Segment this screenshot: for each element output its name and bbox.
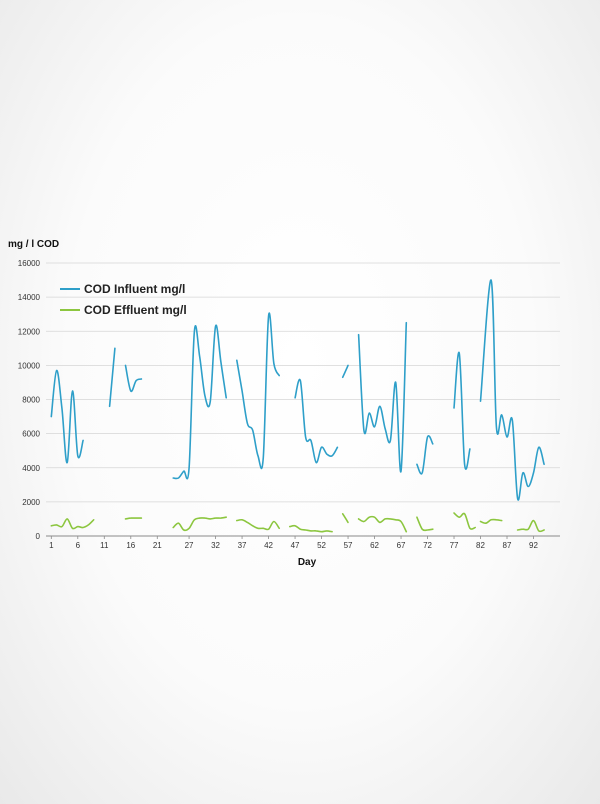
series-line-segment [289, 524, 333, 533]
series-line-segment [341, 364, 349, 379]
x-tick-label: 82 [476, 541, 485, 550]
x-tick-label: 52 [317, 541, 326, 550]
y-tick-label: 16000 [18, 259, 41, 268]
x-tick-label: 77 [450, 541, 459, 550]
series-cod-influent [50, 279, 545, 501]
y-tick-label: 14000 [18, 293, 41, 302]
y-tick-label: 6000 [22, 430, 40, 439]
legend-label: COD Effluent mg/l [84, 303, 187, 317]
series-line-segment [416, 435, 434, 475]
x-tick-label: 57 [344, 541, 353, 550]
y-tick-label: 8000 [22, 396, 40, 405]
y-tick-label: 12000 [18, 327, 41, 336]
x-tick-label: 62 [370, 541, 379, 550]
series-line-segment [172, 324, 227, 480]
x-tick-label: 21 [153, 541, 162, 550]
x-tick-label: 87 [503, 541, 512, 550]
x-tick-label: 37 [238, 541, 247, 550]
legend-label: COD Influent mg/l [84, 282, 185, 296]
y-tick-label: 10000 [18, 361, 41, 370]
series-line-segment [294, 378, 339, 464]
series-line-segment [341, 513, 349, 524]
series-line-segment [124, 517, 143, 520]
series-line-segment [357, 515, 408, 533]
x-tick-label: 6 [76, 541, 81, 550]
series-line-segment [50, 518, 95, 530]
x-tick-label: 16 [126, 541, 135, 550]
series-line-segment [516, 519, 545, 533]
series-line-segment [453, 512, 476, 530]
series-line-segment [236, 518, 280, 531]
series-line-segment [479, 279, 545, 501]
series-lines [50, 279, 545, 533]
series-line-segment [479, 518, 503, 525]
series-line-segment [453, 351, 471, 470]
y-tick-label: 4000 [22, 464, 40, 473]
series-line-segment [236, 312, 280, 470]
x-tick-label: 1 [49, 541, 54, 550]
x-tick-label: 11 [100, 541, 109, 550]
series-line-segment [416, 516, 434, 532]
series-line-segment [172, 516, 227, 532]
x-tick-label: 42 [264, 541, 273, 550]
y-tick-label: 0 [36, 532, 41, 541]
series-line-segment [124, 364, 143, 393]
x-tick-label: 67 [397, 541, 406, 550]
legend: COD Influent mg/l COD Effluent mg/l [60, 282, 187, 317]
x-tick-label: 92 [529, 541, 538, 550]
x-axis-title: Day [298, 557, 317, 568]
y-axis-title: mg / l COD [8, 239, 59, 250]
x-tick-label: 27 [185, 541, 194, 550]
x-tick-label: 32 [211, 541, 220, 550]
series-line-segment [108, 347, 116, 408]
series-line-segment [50, 369, 84, 464]
series-cod-effluent [50, 512, 545, 533]
x-tick-label: 72 [423, 541, 432, 550]
x-tick-label: 47 [291, 541, 300, 550]
y-tick-label: 2000 [22, 498, 40, 507]
series-line-segment [357, 321, 408, 473]
